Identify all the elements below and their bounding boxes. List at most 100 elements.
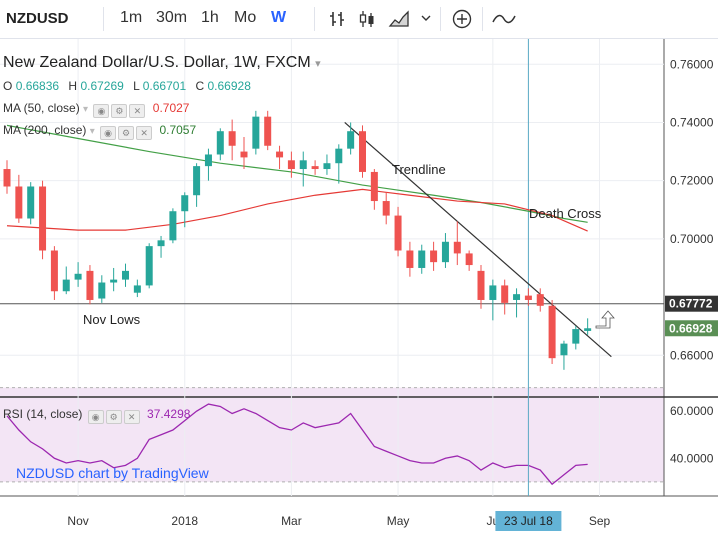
- chevron-down-icon[interactable]: ▾: [315, 58, 321, 70]
- eye-icon[interactable]: ◉: [93, 104, 110, 118]
- candle-body: [110, 279, 118, 283]
- candle-body: [584, 328, 592, 331]
- compare-icon[interactable]: [491, 10, 517, 28]
- candle-body: [323, 163, 331, 170]
- ma200-legend: MA (200, close) ▾ ◉ ⚙ ✕ 0.7057: [3, 123, 196, 140]
- candle-body: [382, 201, 390, 216]
- rsi-value: 37.4298: [147, 407, 191, 421]
- eye-icon[interactable]: ◉: [87, 410, 104, 424]
- trendline: [344, 122, 612, 358]
- chevron-down-icon[interactable]: ▾: [89, 126, 95, 137]
- candle-body: [418, 250, 426, 268]
- bar-style-icon[interactable]: [328, 9, 348, 29]
- candle-body: [311, 166, 319, 170]
- ma50-value: 0.7027: [152, 101, 190, 115]
- death-cross-label: Death Cross: [529, 206, 602, 221]
- candle-body: [276, 151, 284, 158]
- last-price-label: 0.66928: [669, 321, 713, 335]
- candle-body: [204, 154, 212, 167]
- candle-body: [193, 166, 201, 196]
- toolbar-divider: [440, 7, 441, 31]
- candle-body: [477, 270, 485, 300]
- rsi-label: RSI (14, close): [3, 407, 83, 421]
- toolbar-divider: [103, 7, 104, 31]
- crosshair-time-label-bg: [495, 511, 562, 531]
- candle-body: [252, 116, 260, 149]
- interval-mo[interactable]: Mo: [234, 9, 257, 26]
- candle-body: [287, 160, 295, 170]
- candle-body: [560, 343, 568, 356]
- low-value: 0.66701: [142, 79, 187, 93]
- close-label: C: [195, 79, 205, 93]
- toolbar-divider: [314, 7, 315, 31]
- candle-body: [501, 285, 509, 303]
- area-style-icon[interactable]: [388, 9, 410, 29]
- candle-body: [394, 215, 402, 251]
- candle-body: [572, 329, 580, 344]
- gear-icon[interactable]: ⚙: [105, 410, 122, 424]
- ma200-line: [6, 124, 588, 223]
- price-tick-label: 0.74000: [670, 115, 714, 129]
- eye-icon[interactable]: ◉: [100, 126, 117, 140]
- price-tick-label: 0.72000: [670, 174, 714, 188]
- chevron-down-icon[interactable]: ▾: [83, 104, 89, 115]
- close-icon[interactable]: ✕: [136, 126, 153, 140]
- price-chart[interactable]: Trendline Death Cross Nov Lows 0.76000 0.74…: [0, 39, 718, 536]
- close-icon[interactable]: ✕: [129, 104, 146, 118]
- interval-w[interactable]: W: [271, 9, 287, 26]
- time-tick-label: Mar: [281, 514, 302, 528]
- candle-body: [513, 294, 521, 300]
- rsi-legend: RSI (14, close) ◉ ⚙ ✕ 37.4298: [3, 407, 190, 424]
- close-icon[interactable]: ✕: [123, 410, 140, 424]
- add-indicator-icon[interactable]: [451, 8, 473, 30]
- candle-body: [347, 131, 355, 149]
- candle-body: [370, 171, 378, 202]
- ma200-label: MA (200, close): [3, 123, 87, 137]
- candle-body: [27, 186, 35, 219]
- candle-body: [181, 195, 189, 212]
- chart-toolbar: NZDUSD 1m 30m 1h Mo W: [0, 0, 718, 39]
- candle-style-icon[interactable]: [357, 9, 377, 29]
- candle-body: [489, 285, 497, 300]
- interval-1h[interactable]: 1h: [201, 9, 219, 26]
- candle-body: [536, 294, 544, 306]
- candle-body: [62, 279, 70, 292]
- candle-body: [299, 160, 307, 170]
- gear-icon[interactable]: ⚙: [118, 126, 135, 140]
- line-price-label: 0.67772: [669, 297, 713, 311]
- ohlc-legend: O 0.66836 H 0.67269 L 0.66701 C 0.66928: [3, 79, 257, 93]
- high-label: H: [68, 79, 78, 93]
- symbol-search[interactable]: NZDUSD: [6, 10, 69, 27]
- candle-body: [453, 241, 461, 254]
- ma50-label: MA (50, close): [3, 101, 80, 115]
- time-tick-label: Nov: [67, 514, 88, 528]
- candle-body: [15, 186, 23, 219]
- interval-30m[interactable]: 30m: [156, 9, 188, 26]
- candle-body: [169, 211, 177, 241]
- rsi-line: [6, 403, 588, 486]
- price-tick-label: 0.76000: [670, 57, 714, 71]
- chevron-down-icon[interactable]: [420, 14, 432, 24]
- candle-body: [133, 285, 141, 293]
- candle-body: [98, 282, 106, 299]
- close-value: 0.66928: [207, 79, 251, 93]
- low-label: L: [133, 79, 140, 93]
- candle-body: [264, 116, 272, 146]
- candle-body: [406, 250, 414, 268]
- open-label: O: [3, 79, 13, 93]
- rsi-tick-label: 60.0000: [670, 404, 714, 418]
- candle-body: [548, 305, 556, 359]
- candle-body: [359, 131, 366, 172]
- chart-title: New Zealand Dollar/U.S. Dollar, 1W, FXCM: [3, 54, 311, 71]
- candle-body: [240, 151, 248, 158]
- candle-body: [39, 186, 47, 251]
- gear-icon[interactable]: ⚙: [111, 104, 128, 118]
- tradingview-watermark: NZDUSD chart by TradingView: [16, 465, 209, 481]
- line-price-label-bg: [665, 295, 718, 312]
- price-tick-label: 0.70000: [670, 232, 714, 246]
- candle-body: [441, 241, 449, 263]
- candle-body: [86, 270, 94, 300]
- interval-1m[interactable]: 1m: [120, 9, 143, 26]
- candle-body: [430, 250, 438, 263]
- candle-body: [145, 246, 153, 286]
